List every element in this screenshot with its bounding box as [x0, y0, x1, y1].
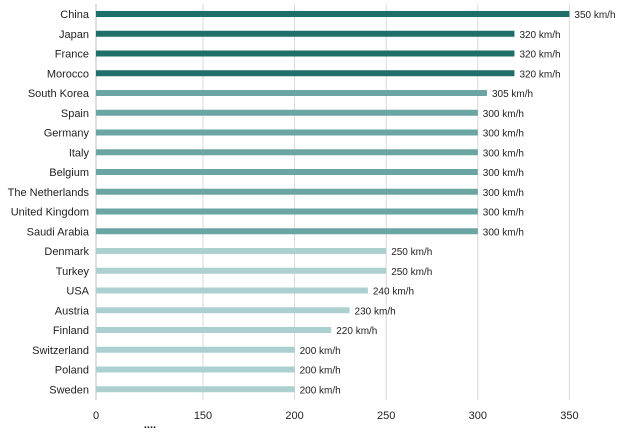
category-label: Turkey	[56, 266, 90, 278]
x-tick-label: 150	[194, 410, 212, 422]
bar-turkey	[96, 267, 387, 274]
category-label: The Netherlands	[8, 187, 90, 199]
data-label: 230 km/h	[355, 306, 396, 317]
bar-china	[96, 11, 570, 17]
bar-belgium	[96, 169, 478, 175]
data-label: 300 km/h	[483, 148, 524, 159]
labels: 0 150 200 250 300 350.... China 350 km/h Japan 32…	[8, 9, 616, 431]
bar-spain	[96, 109, 478, 116]
data-label: 320 km/h	[519, 30, 560, 41]
bar-japan	[96, 30, 515, 37]
category-label: Morocco	[47, 68, 89, 80]
category-label: Sweden	[49, 384, 89, 396]
category-label: Spain	[61, 108, 89, 120]
bar-finland	[96, 327, 332, 333]
data-label: 220 km/h	[336, 326, 377, 337]
bar-austria	[96, 307, 350, 314]
bar-poland	[96, 366, 295, 373]
bar-saudi-arabia	[96, 228, 478, 235]
bar-sweden	[96, 386, 295, 393]
x-tick-label: 200	[285, 410, 303, 422]
bar-the-netherlands	[96, 188, 478, 195]
bar-italy	[96, 149, 478, 156]
data-label: 250 km/h	[391, 247, 432, 258]
axis-break-marker: ....	[144, 419, 156, 430]
x-tick-label: 300	[469, 410, 487, 422]
bars	[96, 11, 570, 393]
data-label: 350 km/h	[574, 10, 615, 21]
category-label: China	[60, 9, 90, 21]
data-label: 300 km/h	[483, 188, 524, 199]
x-tick-label: 250	[377, 410, 395, 422]
data-label: 305 km/h	[492, 89, 533, 100]
bar-germany	[96, 129, 478, 136]
data-label: 300 km/h	[483, 109, 524, 120]
bar-switzerland	[96, 346, 295, 353]
data-label: 320 km/h	[519, 69, 560, 80]
category-label: Italy	[69, 147, 90, 159]
data-label: 200 km/h	[300, 366, 341, 377]
category-label: USA	[66, 286, 89, 298]
category-label: South Korea	[28, 88, 90, 100]
data-label: 200 km/h	[300, 385, 341, 396]
bar-morocco	[96, 70, 515, 77]
category-label: Japan	[59, 29, 89, 41]
data-label: 300 km/h	[483, 208, 524, 219]
data-label: 300 km/h	[483, 129, 524, 140]
bar-usa	[96, 287, 368, 294]
category-label: Saudi Arabia	[27, 226, 90, 238]
data-label: 300 km/h	[483, 227, 524, 238]
data-label: 250 km/h	[391, 267, 432, 278]
category-label: Austria	[55, 305, 90, 317]
x-tick-label: 350	[560, 410, 578, 422]
category-label: Denmark	[44, 246, 89, 258]
category-label: Poland	[55, 365, 89, 377]
category-label: Belgium	[49, 167, 89, 179]
category-label: United Kingdom	[11, 207, 89, 219]
data-label: 200 km/h	[300, 346, 341, 357]
bar-south-korea	[96, 90, 487, 96]
category-label: Germany	[44, 128, 90, 140]
data-label: 240 km/h	[373, 287, 414, 298]
data-label: 320 km/h	[519, 50, 560, 61]
category-label: France	[55, 49, 89, 61]
bar-united-kingdom	[96, 208, 478, 215]
category-label: Switzerland	[32, 345, 89, 357]
category-label: Finland	[53, 325, 89, 337]
gridlines	[95, 4, 570, 400]
bar-denmark	[96, 248, 387, 254]
x-tick-label: 0	[93, 410, 99, 422]
bar-france	[96, 50, 515, 57]
data-label: 300 km/h	[483, 168, 524, 179]
